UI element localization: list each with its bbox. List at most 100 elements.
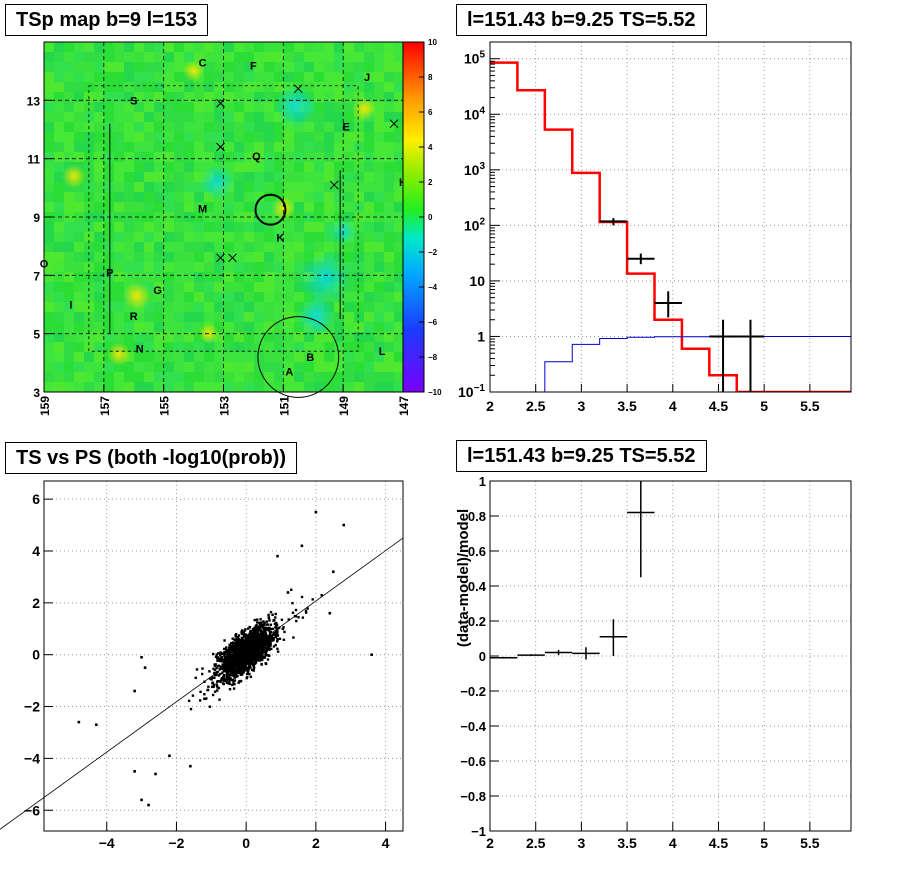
map-pixel <box>194 372 204 382</box>
map-pixel <box>204 272 214 282</box>
map-pixel <box>364 312 374 322</box>
scatter-point <box>234 655 237 659</box>
map-pixel <box>104 322 114 332</box>
map-pixel <box>174 372 184 382</box>
map-pixel <box>124 312 134 322</box>
map-pixel <box>64 312 74 322</box>
scatter-point <box>272 619 275 622</box>
map-pixel <box>104 202 114 212</box>
map-pixel <box>224 122 234 132</box>
map-pixel <box>344 132 354 142</box>
map-pixel <box>204 202 214 212</box>
map-pixel <box>114 302 124 312</box>
map-pixel <box>214 272 224 282</box>
map-pixel <box>274 122 284 132</box>
map-pixel <box>244 72 254 82</box>
map-pixel <box>234 102 244 112</box>
scatter-point <box>256 634 259 638</box>
map-pixel <box>394 292 403 302</box>
map-pixel <box>154 272 164 282</box>
scatter-point <box>257 659 261 662</box>
map-pixel <box>164 242 174 252</box>
map-pixel <box>344 262 354 272</box>
map-pixel <box>394 312 403 322</box>
scatter-point <box>260 651 264 655</box>
map-pixel <box>54 192 64 202</box>
map-pixel <box>44 142 54 152</box>
map-pixel <box>224 242 234 252</box>
map-pixel <box>154 172 164 182</box>
map-pixel <box>124 332 134 342</box>
map-pixel <box>254 82 264 92</box>
scatter-y-tick-label: −2 <box>24 699 40 715</box>
map-pixel <box>174 232 184 242</box>
map-pixel <box>124 162 134 172</box>
map-pixel <box>134 52 144 62</box>
scatter-point <box>253 662 257 665</box>
scatter-point <box>241 655 244 658</box>
map-pixel <box>94 142 104 152</box>
scatter-point <box>262 646 266 649</box>
map-pixel <box>144 282 154 292</box>
scatter-point <box>234 662 237 666</box>
map-pixel <box>54 82 64 92</box>
map-pixel <box>94 252 104 262</box>
scatter-point <box>235 672 238 675</box>
map-pixel <box>194 352 204 362</box>
map-pixel <box>244 52 254 62</box>
map-pixel <box>54 322 64 332</box>
scatter-point <box>215 667 218 670</box>
spectrum-y-tick-label: 1 <box>477 328 485 344</box>
scatter-point <box>224 669 227 673</box>
map-pixel <box>124 122 134 132</box>
map-pixel <box>394 352 403 362</box>
map-pixel <box>394 262 403 272</box>
scatter-point <box>294 615 298 618</box>
map-pixel <box>264 342 274 352</box>
map-pixel <box>184 262 194 272</box>
scatter-point <box>248 664 252 668</box>
map-pixel <box>294 162 304 172</box>
map-pixel <box>344 242 354 252</box>
source-label-C: C <box>199 57 207 69</box>
map-pixel <box>134 222 144 232</box>
scatter-point <box>265 649 269 652</box>
residual-x-tick-label: 4 <box>669 835 677 851</box>
map-pixel <box>154 192 164 202</box>
map-pixel <box>224 352 234 362</box>
map-pixel <box>294 152 304 162</box>
scatter-point <box>260 650 264 654</box>
map-pixel <box>224 372 234 382</box>
map-pixel <box>324 162 334 172</box>
scatter-point <box>240 630 243 634</box>
spectrum-x-tick-label: 4.5 <box>709 398 729 414</box>
map-pixel <box>324 72 334 82</box>
map-pixel <box>184 322 194 332</box>
scatter-point <box>230 647 233 651</box>
map-pixel <box>304 352 314 362</box>
map-pixel <box>104 272 114 282</box>
scatter-point <box>247 638 250 641</box>
map-pixel <box>204 292 214 302</box>
map-pixel <box>144 252 154 262</box>
map-pixel <box>234 172 244 182</box>
map-pixel <box>64 282 74 292</box>
map-pixel <box>104 172 114 182</box>
map-pixel <box>364 262 374 272</box>
map-pixel <box>364 322 374 332</box>
map-pixel <box>174 352 184 362</box>
map-pixel <box>64 352 74 362</box>
map-pixel <box>314 142 324 152</box>
map-pixel <box>224 102 234 112</box>
map-pixel <box>124 142 134 152</box>
scatter-point <box>287 618 290 621</box>
map-pixel <box>264 302 274 312</box>
scatter-point <box>273 622 277 626</box>
scatter-point <box>231 647 234 650</box>
scatter-point <box>235 646 238 650</box>
map-pixel <box>224 92 234 102</box>
scatter-y-tick-label: 0 <box>32 647 40 663</box>
map-pixel <box>114 182 124 192</box>
map-pixel <box>204 102 214 112</box>
